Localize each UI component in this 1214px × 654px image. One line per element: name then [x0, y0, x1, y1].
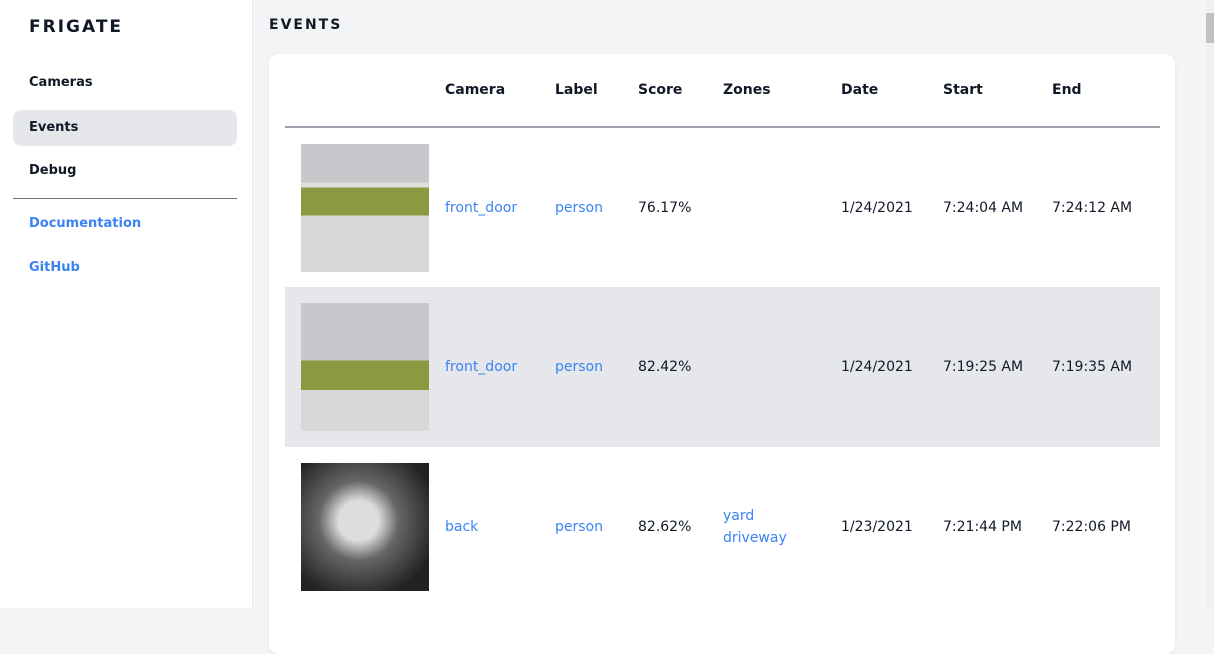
start-time: 7:19:25 AM: [943, 287, 1052, 447]
sidebar-item-cameras[interactable]: Cameras: [29, 75, 93, 90]
score: 82.62%: [638, 519, 692, 535]
brand-logo: FRIGATE: [29, 17, 124, 37]
col-score: Score: [638, 54, 723, 128]
col-label: Label: [555, 54, 638, 128]
sidebar: FRIGATE Cameras Events Debug Documentati…: [0, 0, 253, 608]
col-end: End: [1052, 54, 1160, 128]
sidebar-divider: [13, 198, 237, 199]
date: 1/24/2021: [841, 199, 913, 216]
table-row[interactable]: front_door person 76.17% 1/24/2021 7:24:…: [285, 127, 1160, 287]
link-github[interactable]: GitHub: [29, 260, 80, 275]
date: 1/24/2021: [841, 287, 943, 447]
start-time: 7:24:04 AM: [943, 199, 1024, 216]
date: 1/23/2021: [841, 519, 913, 535]
zone-link[interactable]: driveway: [723, 530, 787, 546]
zones: yard driveway: [723, 447, 841, 607]
camera-link[interactable]: front_door: [445, 199, 518, 216]
zone-link[interactable]: yard: [723, 508, 755, 524]
col-start: Start: [943, 54, 1052, 128]
table-row[interactable]: back person 82.62% yard driveway 1/23/202…: [285, 447, 1160, 607]
col-camera: Camera: [445, 54, 555, 128]
event-thumbnail[interactable]: [301, 143, 429, 272]
camera-link[interactable]: back: [445, 519, 479, 535]
label-link[interactable]: person: [555, 519, 603, 535]
zones: [723, 287, 841, 447]
table-row[interactable]: front_door person 82.42% 1/24/2021 7:19:…: [285, 287, 1160, 447]
end-time: 7:19:35 AM: [1052, 287, 1160, 447]
col-thumbnail: [285, 54, 445, 128]
end-time: 7:24:12 AM: [1052, 199, 1133, 216]
event-thumbnail[interactable]: [301, 463, 429, 591]
page-title: EVENTS: [269, 17, 343, 33]
score: 76.17%: [638, 199, 692, 216]
events-card: Camera Label Score Zones Date Start End …: [269, 54, 1175, 654]
sidebar-item-debug[interactable]: Debug: [29, 163, 77, 178]
col-zones: Zones: [723, 54, 841, 128]
scrollbar[interactable]: [1206, 0, 1214, 608]
label-link[interactable]: person: [555, 287, 638, 447]
label-link[interactable]: person: [555, 199, 603, 216]
score: 82.42%: [638, 287, 723, 447]
col-date: Date: [841, 54, 943, 128]
link-documentation[interactable]: Documentation: [29, 216, 142, 231]
camera-link[interactable]: front_door: [445, 287, 555, 447]
scrollbar-thumb[interactable]: [1206, 13, 1214, 43]
event-thumbnail[interactable]: [301, 303, 429, 431]
zones: [723, 127, 841, 287]
sidebar-item-events[interactable]: Events: [13, 110, 237, 146]
end-time: 7:22:06 PM: [1052, 519, 1131, 535]
start-time: 7:21:44 PM: [943, 519, 1022, 535]
events-table: Camera Label Score Zones Date Start End …: [285, 54, 1160, 607]
